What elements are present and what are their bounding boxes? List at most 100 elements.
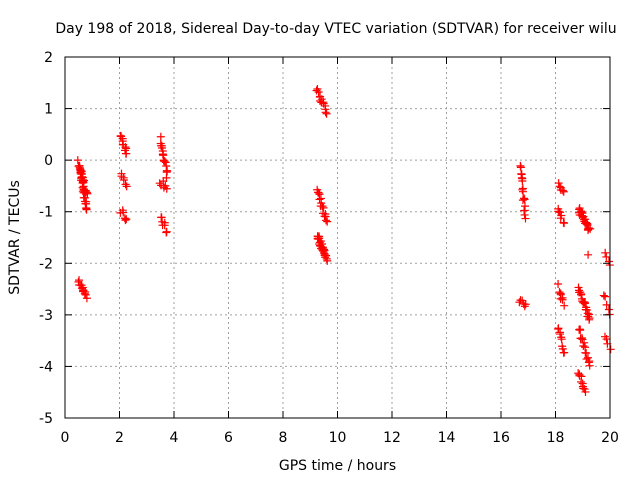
y-tick-label: -2 (39, 256, 53, 272)
x-tick-label: 18 (547, 430, 565, 446)
data-point (323, 217, 332, 226)
data-point (315, 195, 324, 204)
data-point (82, 205, 91, 214)
data-point (518, 185, 527, 194)
data-point (122, 182, 131, 191)
x-tick-label: 20 (601, 430, 619, 446)
data-point (576, 326, 585, 335)
data-point (560, 301, 569, 310)
data-point (555, 182, 564, 191)
data-point (601, 292, 610, 301)
data-point (586, 224, 595, 233)
data-point (557, 335, 566, 344)
data-point (160, 157, 169, 166)
data-point (560, 348, 569, 357)
data-point (575, 371, 584, 380)
y-tick-label: 0 (44, 153, 53, 169)
data-point (583, 312, 592, 321)
x-tick-label: 6 (224, 430, 233, 446)
data-point (559, 187, 568, 196)
y-tick-label: -3 (39, 308, 53, 324)
data-point (81, 199, 90, 208)
data-point (578, 335, 587, 344)
data-point (518, 296, 527, 305)
data-point (584, 223, 593, 232)
data-point (314, 188, 323, 197)
data-point (163, 167, 172, 176)
data-point (322, 216, 331, 225)
data-point (156, 132, 165, 141)
data-point (119, 208, 128, 217)
data-point (576, 207, 585, 216)
data-point (604, 305, 613, 314)
data-point (599, 291, 608, 300)
y-tick-label: 1 (44, 102, 53, 118)
data-point (120, 214, 129, 223)
data-point (601, 248, 610, 257)
data-point (602, 252, 611, 261)
data-point (321, 108, 330, 117)
data-point (122, 215, 131, 224)
data-point (121, 216, 130, 225)
data-point (160, 221, 169, 230)
x-tick-label: 12 (383, 430, 401, 446)
data-point (520, 302, 529, 311)
data-point (556, 294, 565, 303)
data-point (584, 250, 593, 259)
x-tick-label: 14 (438, 430, 456, 446)
data-point (585, 315, 594, 324)
data-point (162, 184, 171, 193)
data-point (520, 194, 529, 203)
y-tick-label: -5 (39, 411, 53, 427)
data-point (322, 109, 331, 118)
data-point (521, 300, 530, 309)
data-point (520, 210, 529, 219)
data-point (314, 88, 323, 97)
data-point (73, 156, 82, 165)
data-point (577, 377, 586, 386)
data-point (606, 345, 615, 354)
x-tick-label: 8 (279, 430, 288, 446)
y-tick-label: 2 (44, 50, 53, 66)
data-point (159, 177, 168, 186)
data-point (518, 196, 527, 205)
data-point (558, 295, 567, 304)
x-tick-label: 16 (492, 430, 510, 446)
data-point (318, 202, 327, 211)
data-point (554, 279, 563, 288)
data-point (602, 335, 611, 344)
data-point (162, 227, 171, 236)
data-point (581, 387, 590, 396)
data-point (121, 180, 130, 189)
data-point (81, 290, 90, 299)
data-point (580, 299, 589, 308)
data-point (557, 211, 566, 220)
data-point (518, 187, 527, 196)
chart-grid (65, 57, 610, 418)
data-point (83, 189, 92, 198)
data-point (521, 214, 530, 223)
x-axis-label: GPS time / hours (279, 458, 396, 474)
y-tick-label: -4 (39, 359, 53, 375)
data-point (323, 256, 332, 265)
data-point (322, 251, 331, 260)
data-point (520, 195, 529, 204)
x-tick-label: 2 (115, 430, 124, 446)
data-point (119, 176, 128, 185)
data-point (554, 324, 563, 333)
x-tick-label: 4 (170, 430, 179, 446)
data-point (585, 361, 594, 370)
y-axis-label: SDTVAR / TECUs (7, 180, 23, 295)
data-point (75, 163, 84, 172)
data-point (577, 289, 586, 298)
y-tick-label: -1 (39, 205, 53, 221)
data-point (558, 344, 567, 353)
data-point (560, 219, 569, 228)
x-tick-label: 10 (329, 430, 347, 446)
data-point (121, 149, 130, 158)
data-point (602, 300, 611, 309)
chart-title: Day 198 of 2018, Sidereal Day-to-day VTE… (55, 21, 616, 37)
data-point (82, 294, 91, 303)
